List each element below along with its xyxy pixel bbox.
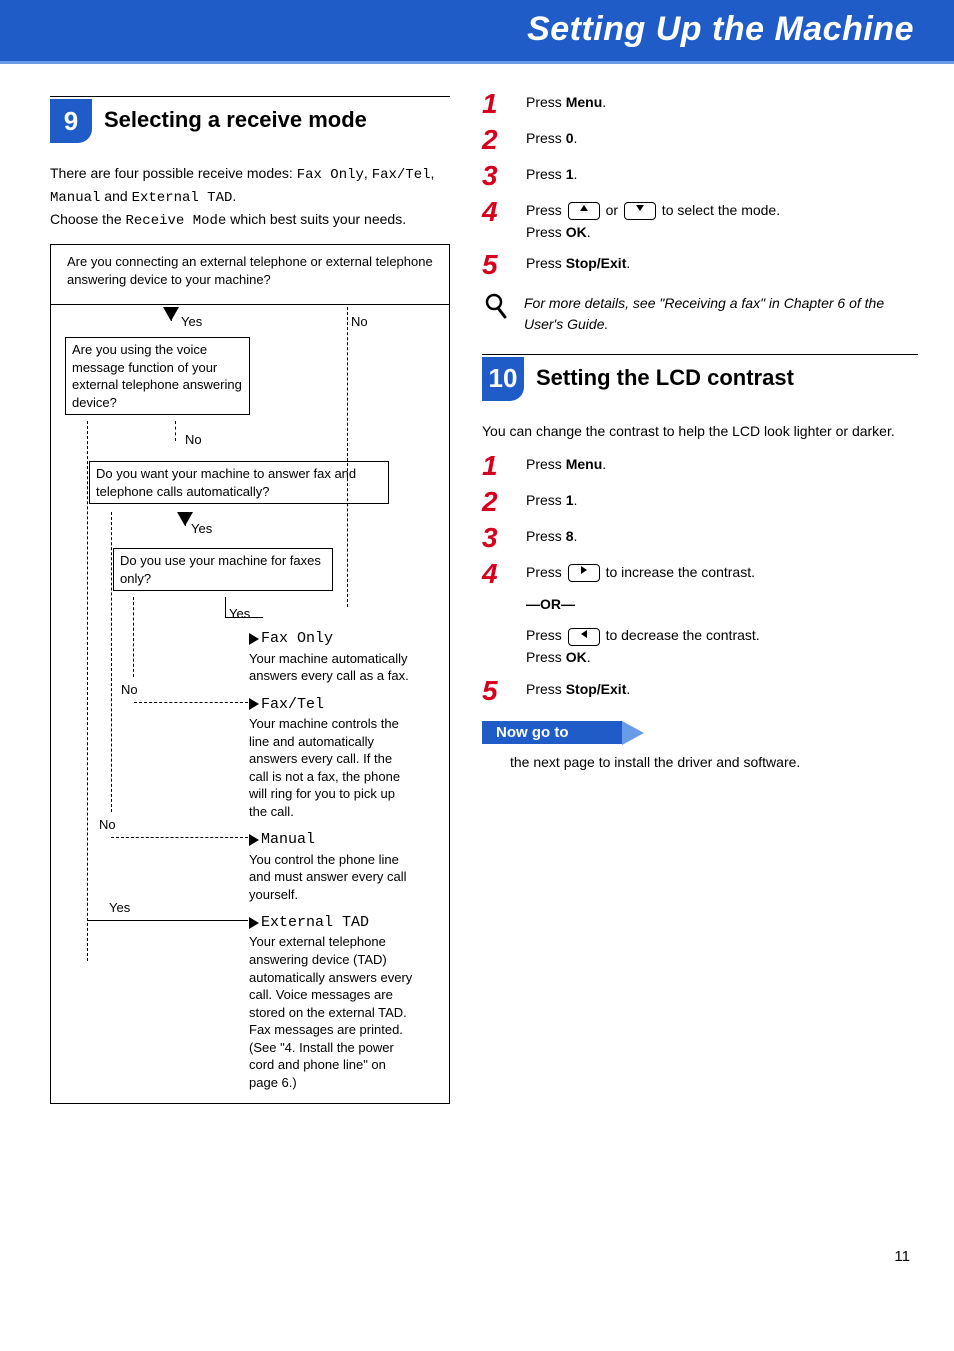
step-num: 2	[482, 126, 526, 154]
or-separator: —OR—	[526, 594, 918, 616]
chevron-right-icon	[622, 721, 644, 745]
flow-yes-2: Yes	[109, 899, 130, 917]
flow-q3: Do you want your machine to answer fax a…	[89, 461, 389, 504]
down-key-icon	[624, 202, 656, 220]
res-manual-title: Manual	[261, 831, 315, 848]
section-10-title: Setting the LCD contrast	[536, 365, 794, 391]
mode-faxtel: Fax/Tel	[372, 167, 431, 183]
res-faxonly-title: Fax Only	[261, 630, 333, 647]
flow-q1: Are you connecting an external telephone…	[51, 253, 449, 294]
intro-period: .	[232, 188, 236, 204]
flow-q2: Are you using the voice message function…	[65, 337, 250, 415]
step-5b: Press Stop/Exit.	[526, 679, 918, 701]
intro-text: There are four possible receive modes:	[50, 165, 297, 181]
header-title: Setting Up the Machine	[0, 10, 914, 49]
result-faxonly: Fax Only Your machine automatically answ…	[249, 629, 449, 684]
now-goto-block: Now go to the next page to install the d…	[482, 721, 918, 770]
steps-receive-mode: 1 Press Menu. 2 Press 0. 3 Press 1. 4 Pr…	[482, 92, 918, 279]
step-4a: Press or to select the mode. Press OK.	[526, 200, 918, 243]
step-num: 4	[482, 198, 526, 226]
flow-no-4: No	[121, 681, 138, 699]
arrow-right-icon	[249, 834, 259, 846]
result-external-tad: Yes External TAD Your external telephone…	[249, 913, 449, 1091]
mode-exttad: External TAD	[132, 190, 233, 206]
result-manual: No Manual You control the phone line and…	[249, 830, 449, 903]
flow-q4: Do you use your machine for faxes only?	[113, 548, 333, 591]
section-10-intro: You can change the contrast to help the …	[482, 421, 918, 442]
step-num: 5	[482, 251, 526, 279]
flow-yes-4: Yes	[229, 605, 250, 623]
res-ext-title: External TAD	[261, 914, 369, 931]
section-9-intro: There are four possible receive modes: F…	[50, 163, 450, 232]
steps-lcd-contrast: 1 Press Menu. 2 Press 1. 3 Press 8. 4 Pr…	[482, 454, 918, 705]
flow-no-2: No	[185, 431, 202, 449]
step-num: 3	[482, 524, 526, 552]
section-number-badge: 9	[50, 99, 92, 143]
note-row: For more details, see "Receiving a fax" …	[482, 293, 918, 334]
step-num: 3	[482, 162, 526, 190]
choose-mode: Receive Mode	[126, 213, 227, 229]
step-num: 4	[482, 560, 526, 588]
step-3b: Press 8.	[526, 526, 918, 548]
res-faxtel-desc: Your machine controls the line and autom…	[249, 715, 414, 820]
flow-no-3: No	[99, 816, 116, 834]
mode-faxonly: Fax Only	[297, 167, 364, 183]
right-column: 1 Press Menu. 2 Press 0. 3 Press 1. 4 Pr…	[482, 88, 918, 1104]
section-number-badge: 10	[482, 357, 524, 401]
result-faxtel: No Fax/Tel Your machine controls the lin…	[249, 695, 449, 821]
up-key-icon	[568, 202, 600, 220]
res-ext-desc: Your external telephone answering device…	[249, 933, 414, 1091]
step-num: 1	[482, 90, 526, 118]
now-goto-label: Now go to	[482, 721, 622, 744]
now-goto-label-text: Now go to	[496, 724, 568, 741]
step-2a: Press 0.	[526, 128, 918, 150]
section-9-header: 9 Selecting a receive mode	[50, 96, 450, 143]
res-manual-desc: You control the phone line and must answ…	[249, 851, 414, 904]
magnifier-icon	[482, 293, 510, 334]
step-num: 2	[482, 488, 526, 516]
res-faxtel-title: Fax/Tel	[261, 696, 324, 713]
note-text: For more details, see "Receiving a fax" …	[524, 293, 918, 334]
step-4b: Press to increase the contrast. —OR— Pre…	[526, 562, 918, 669]
right-key-icon	[568, 564, 600, 582]
page-header: Setting Up the Machine	[0, 0, 954, 64]
content-area: 9 Selecting a receive mode There are fou…	[0, 64, 954, 1128]
section-10-header: 10 Setting the LCD contrast	[482, 354, 918, 401]
step-5a: Press Stop/Exit.	[526, 253, 918, 275]
page-number: 11	[0, 1248, 954, 1291]
left-key-icon	[568, 628, 600, 646]
step-num: 5	[482, 677, 526, 705]
arrow-right-icon	[249, 633, 259, 645]
step-1a: Press Menu.	[526, 92, 918, 114]
now-goto-text: the next page to install the driver and …	[510, 754, 918, 770]
res-faxonly-desc: Your machine automatically answers every…	[249, 650, 414, 685]
flow-yes-1: Yes	[181, 313, 202, 331]
step-1b: Press Menu.	[526, 454, 918, 476]
mode-manual: Manual	[50, 190, 100, 206]
flow-no-1: No	[351, 313, 368, 331]
arrow-right-icon	[249, 698, 259, 710]
arrow-right-icon	[249, 917, 259, 929]
section-9-title: Selecting a receive mode	[104, 107, 367, 133]
flow-yes-3: Yes	[191, 520, 212, 538]
left-column: 9 Selecting a receive mode There are fou…	[50, 88, 450, 1104]
step-2b: Press 1.	[526, 490, 918, 512]
intro-and: and	[100, 188, 131, 204]
choose-pre: Choose the	[50, 211, 126, 227]
step-num: 1	[482, 452, 526, 480]
step-3a: Press 1.	[526, 164, 918, 186]
choose-post: which best suits your needs.	[226, 211, 406, 227]
receive-mode-flowchart: Are you connecting an external telephone…	[50, 244, 450, 1104]
